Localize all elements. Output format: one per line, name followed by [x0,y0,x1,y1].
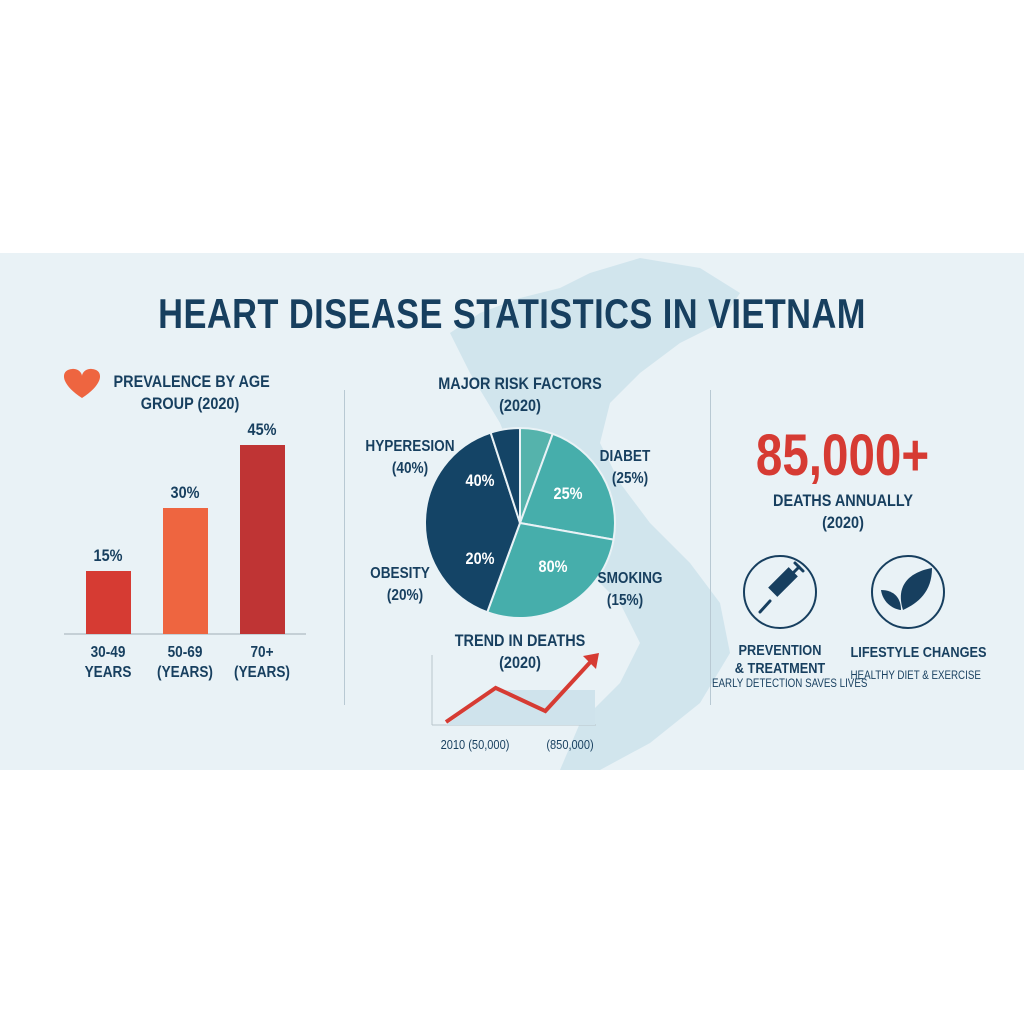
pie-chart-title-line1: MAJOR RISK FACTORS [438,374,602,393]
trend-x-label-end: (850,000) [546,737,594,752]
pie-label-hypertension-pct: (40%) [391,460,429,477]
divider [344,390,345,705]
bar-value-label: 15% [93,546,123,565]
bar-category-label: YEARS [84,664,132,681]
trend-line [444,655,597,724]
bar-category-label: 50-69 [167,644,203,661]
bar-value-label: 45% [247,420,277,439]
bar-category-label: 30-49 [90,644,126,661]
leaf-icon [881,568,932,610]
bar-value-label: 30% [170,483,200,502]
feature-lifestyle-title: LIFESTYLE CHANGES [850,644,987,661]
pie-inner-label-smoking: 80% [538,557,568,576]
deaths-caption-line1: DEATHS ANNUALLY [773,491,913,510]
feature-lifestyle-subtitle: HEALTHY DIET & EXERCISE [850,670,981,682]
bar [240,445,285,634]
pie-inner-label-obesity: 20% [465,549,495,568]
feature-prevention-title-line2: & TREATMENT [734,660,826,677]
pie-label-obesity: OBESITY [370,565,430,582]
pie-label-smoking-pct: (15%) [606,592,644,609]
feature-prevention-title-line1: PREVENTION [738,642,822,659]
bar [163,508,208,634]
bar-chart-title-line2: GROUP (2020) [140,394,240,413]
deaths-stat-value: 85,000+ [755,423,930,488]
pie-slice [424,431,522,614]
bar [86,571,131,634]
trend-x-label-start: 2010 (50,000) [440,737,510,752]
trend-title-line1: TREND IN DEATHS [454,631,586,650]
bar-chart-title-line1: PREVALENCE BY AGE [113,372,270,391]
pie-label-smoking: SMOKING [597,570,663,587]
trend-arrowhead [583,653,599,669]
bar-category-label: 70+ [250,644,274,661]
page-title: HEART DISEASE STATISTICS IN VIETNAM [158,290,866,337]
pie-chart-title-line2: (2020) [499,396,541,415]
syringe-icon [758,561,805,614]
bar-category-label: (YEARS) [157,664,213,681]
feature-prevention-subtitle: EARLY DETECTION SAVES LIVES [712,678,868,690]
leaf-icon-circle [871,555,945,629]
deaths-caption-line2: (2020) [822,513,864,532]
pie-inner-label-hypertension: 40% [465,471,495,490]
pie-slice [489,426,521,524]
syringe-icon-circle [743,555,817,629]
pie-label-diabetes: DIABET [599,448,651,465]
bar-category-label: (YEARS) [234,664,290,681]
pie-slice [485,521,615,619]
pie-label-diabetes-pct: (25%) [611,470,649,487]
pie-label-obesity-pct: (20%) [386,587,424,604]
pie-inner-label-diabetes: 25% [553,484,583,503]
heart-icon [63,368,101,398]
trend-title-line2: (2020) [499,653,541,672]
divider [710,390,711,705]
pie-slice [518,432,616,541]
pie-label-hypertension: HYPERESION [365,438,455,455]
